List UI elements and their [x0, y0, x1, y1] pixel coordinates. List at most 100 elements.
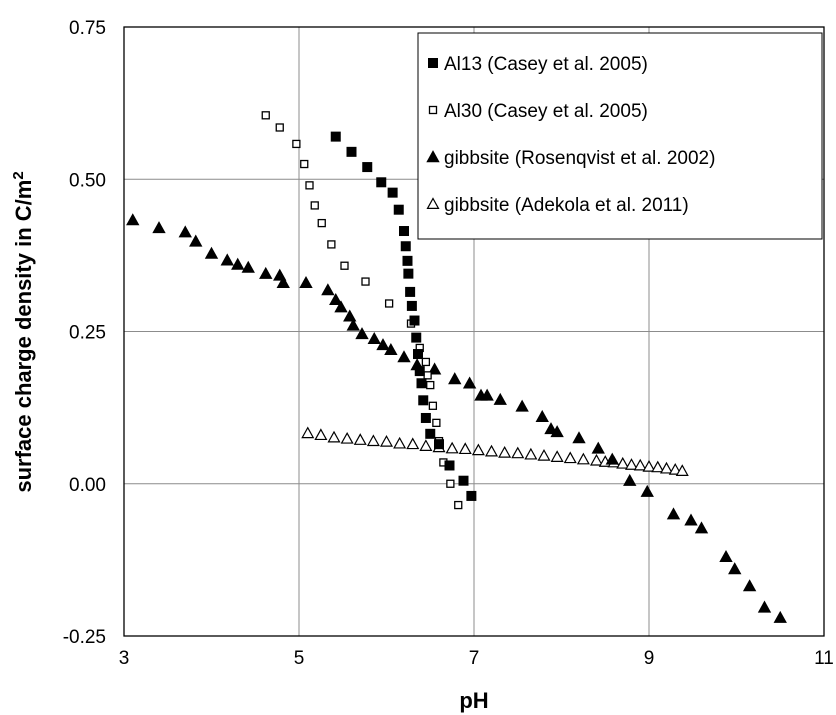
data-point — [409, 315, 420, 326]
legend-entry: gibbsite (Adekola et al. 2011) — [444, 195, 689, 216]
data-point — [393, 204, 404, 215]
data-point — [387, 187, 398, 198]
data-point — [498, 445, 512, 458]
data-point — [414, 366, 425, 377]
data-point — [346, 146, 357, 157]
data-point — [642, 459, 656, 472]
data-point — [402, 255, 413, 266]
data-point — [330, 131, 341, 142]
x-tick-label: 7 — [469, 648, 480, 669]
data-point — [466, 490, 477, 501]
data-point — [633, 458, 647, 471]
data-point — [126, 213, 140, 226]
data-point — [684, 513, 698, 526]
data-point — [317, 218, 326, 228]
data-point — [376, 338, 390, 351]
data-point — [362, 162, 373, 173]
y-axis-label-superscript: 2 — [10, 171, 27, 179]
data-point — [445, 441, 459, 454]
data-point — [425, 428, 436, 439]
data-point — [458, 475, 469, 486]
data-point — [432, 418, 441, 428]
data-point — [231, 257, 245, 270]
data-point — [535, 409, 549, 422]
data-point — [292, 139, 301, 149]
data-point — [261, 111, 270, 120]
data-point — [675, 464, 689, 476]
data-point — [403, 268, 414, 279]
data-point — [420, 412, 431, 423]
data-point — [550, 425, 564, 438]
data-point — [353, 433, 367, 445]
data-point — [178, 225, 192, 238]
data-point — [399, 226, 409, 237]
data-point — [493, 392, 507, 405]
data-point — [384, 342, 398, 355]
x-tick-label: 3 — [119, 648, 130, 669]
data-point — [421, 357, 431, 367]
data-point — [480, 388, 494, 401]
data-point — [623, 473, 637, 486]
legend-marker — [426, 150, 440, 163]
legend-marker — [428, 58, 438, 68]
legend-box — [417, 32, 823, 240]
data-point — [576, 452, 590, 465]
data-point — [343, 309, 357, 322]
legend-marker — [428, 105, 438, 115]
data-point — [550, 450, 564, 462]
data-point — [444, 460, 455, 471]
y-axis-label-text: surface charge density in C/m — [11, 180, 36, 493]
data-point — [537, 449, 551, 461]
data-point — [419, 439, 433, 451]
x-tick-label: 5 — [294, 648, 305, 669]
data-point — [659, 461, 674, 474]
data-point — [651, 460, 665, 473]
data-point — [355, 327, 369, 340]
data-point — [757, 600, 772, 613]
data-point — [220, 253, 234, 266]
data-point — [276, 275, 290, 288]
data-point — [384, 299, 394, 308]
data-point — [462, 376, 477, 389]
x-tick-label: 11 — [814, 648, 834, 669]
legend: Al13 (Casey et al. 2005) Al30 (Casey et a… — [417, 32, 823, 240]
data-point — [511, 446, 525, 459]
data-point — [340, 431, 354, 444]
data-point — [329, 293, 343, 306]
data-point — [668, 463, 682, 475]
data-point — [327, 430, 341, 443]
data-point — [406, 437, 420, 450]
data-point — [773, 610, 787, 623]
x-tick-label: 9 — [644, 648, 655, 669]
data-point — [471, 443, 485, 456]
data-point — [605, 452, 619, 465]
data-point — [589, 453, 604, 466]
data-point — [719, 550, 733, 563]
x-axis-label: pH — [459, 688, 488, 713]
data-point — [152, 221, 166, 234]
data-point — [393, 436, 407, 449]
data-point — [742, 579, 757, 592]
data-point — [694, 521, 709, 534]
y-tick-label: -0.25 — [63, 627, 106, 648]
data-point — [305, 181, 314, 190]
data-point — [563, 451, 577, 464]
data-point — [301, 426, 315, 439]
y-tick-label: 0.75 — [69, 18, 106, 39]
data-point — [624, 458, 639, 470]
data-point — [411, 332, 422, 343]
data-point — [413, 349, 423, 360]
data-point — [418, 395, 429, 406]
data-point — [376, 177, 387, 188]
data-point — [241, 260, 255, 273]
data-point — [406, 300, 417, 311]
data-point — [423, 371, 432, 380]
data-point — [416, 378, 427, 389]
data-point — [640, 484, 654, 497]
y-tick-label: 0.25 — [69, 323, 106, 344]
data-point — [379, 434, 394, 447]
data-point — [616, 456, 630, 469]
data-point — [572, 431, 586, 444]
y-axis-label: surface charge density in C/m2 — [10, 171, 36, 492]
